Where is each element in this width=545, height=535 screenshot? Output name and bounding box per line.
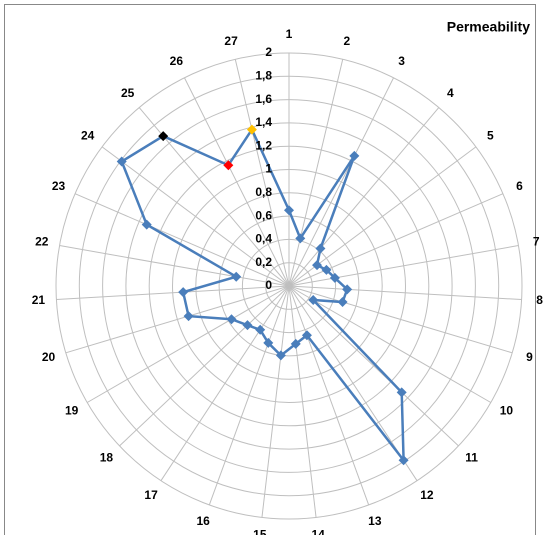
- spoke: [208, 285, 290, 506]
- spoke: [288, 285, 522, 301]
- category-label: 3: [398, 54, 405, 68]
- category-label: 19: [65, 404, 79, 418]
- category-label: 5: [487, 128, 494, 142]
- marker: [275, 350, 286, 361]
- spoke: [261, 285, 290, 518]
- category-label: 25: [121, 86, 135, 100]
- marker: [295, 233, 306, 244]
- category-label: 18: [100, 450, 114, 464]
- category-label: 6: [516, 179, 523, 193]
- spoke: [288, 285, 459, 447]
- category-label: 27: [224, 34, 238, 48]
- marker: [141, 219, 152, 230]
- marker: [223, 160, 234, 171]
- series-line: [120, 126, 405, 465]
- spoke: [183, 77, 290, 287]
- spoke: [56, 285, 290, 301]
- category-label: 23: [52, 179, 66, 193]
- category-label: 1: [286, 27, 293, 41]
- spoke: [288, 245, 519, 287]
- marker: [178, 287, 189, 298]
- marks: [116, 124, 409, 466]
- marker: [242, 320, 253, 331]
- marker: [342, 284, 353, 295]
- axis-tick-label: 2: [265, 45, 272, 59]
- category-label: 11: [465, 450, 478, 464]
- marker: [315, 243, 326, 254]
- marker: [263, 337, 274, 348]
- axis-tick-label: 1,6: [255, 92, 272, 106]
- axis-tick-label: 1,8: [255, 68, 272, 82]
- marker: [246, 124, 257, 135]
- spoke: [234, 59, 290, 287]
- marker: [158, 131, 169, 142]
- marker: [301, 330, 312, 341]
- marker: [290, 338, 301, 349]
- spoke: [288, 285, 370, 506]
- axis-tick-label: 0,8: [255, 185, 272, 199]
- category-label: 14: [311, 527, 325, 535]
- axis-tick-label: 0,4: [255, 232, 272, 246]
- spoke: [86, 285, 290, 403]
- spoke: [288, 285, 513, 354]
- category-label: 22: [35, 235, 49, 249]
- marker: [396, 387, 407, 398]
- category-label: 7: [533, 235, 540, 249]
- marker: [116, 156, 127, 167]
- category-label: 15: [253, 527, 267, 535]
- category-label: 12: [420, 488, 434, 502]
- axis-tick-label: 0: [265, 278, 272, 292]
- marker: [308, 294, 319, 305]
- category-label: 20: [42, 350, 56, 364]
- category-label: 24: [81, 128, 95, 142]
- category-label: 21: [32, 293, 46, 307]
- spoke: [119, 285, 290, 447]
- marker: [349, 150, 360, 161]
- axis-tick-label: 0,6: [255, 208, 272, 222]
- spoke: [59, 245, 290, 287]
- marker: [231, 271, 242, 282]
- marker: [255, 324, 266, 335]
- category-label: 16: [196, 514, 210, 528]
- category-label: 8: [536, 293, 543, 307]
- spoke: [288, 285, 492, 403]
- chart-title: Permeability: [447, 19, 530, 35]
- marker: [329, 272, 340, 283]
- marker: [284, 205, 294, 216]
- category-label: 13: [368, 514, 382, 528]
- spoke: [101, 146, 290, 287]
- spoke: [288, 107, 440, 287]
- category-label: 26: [170, 54, 184, 68]
- frame: [4, 4, 536, 535]
- category-label: 2: [344, 34, 351, 48]
- axis-tick-label: 0,2: [255, 255, 272, 269]
- spoke: [288, 146, 477, 287]
- category-label: 9: [526, 350, 533, 364]
- axis-tick-label: 1,4: [255, 115, 272, 129]
- category-label: 17: [144, 488, 158, 502]
- spoke: [288, 77, 395, 287]
- spoke: [160, 285, 290, 481]
- spoke: [288, 285, 317, 518]
- category-label: 10: [500, 404, 514, 418]
- marker: [398, 455, 409, 466]
- marker: [337, 297, 348, 308]
- spoke: [288, 59, 344, 287]
- axis-tick-label: 1: [265, 162, 272, 176]
- marker: [183, 311, 194, 322]
- grid: [55, 52, 523, 520]
- marker: [321, 264, 332, 275]
- spoke: [65, 285, 290, 354]
- marker: [312, 260, 323, 271]
- spoke: [74, 193, 290, 287]
- category-label: 4: [447, 86, 454, 100]
- axis-tick-label: 1,2: [255, 138, 272, 152]
- marker: [226, 314, 237, 325]
